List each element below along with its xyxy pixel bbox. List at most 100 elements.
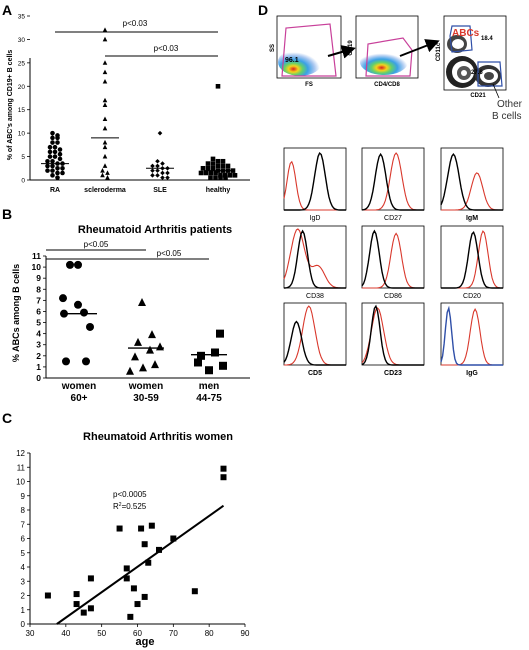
- histogram-black-curve: [361, 152, 424, 211]
- histogram-frame: [361, 225, 425, 289]
- panel-a-point: [102, 102, 108, 107]
- panel-b-sig1-label: p<0.05: [84, 240, 109, 249]
- histogram-label: IgD: [310, 215, 321, 222]
- panel-c-point: [44, 592, 51, 599]
- panel-b-ytick-label: 2: [36, 351, 41, 361]
- panel-a-point: [160, 161, 165, 166]
- panel-a-point: [105, 175, 110, 180]
- panel-b-point: [197, 351, 205, 360]
- panel-a-point: [215, 163, 221, 169]
- panel-c-point: [138, 525, 145, 532]
- panel-c-point: [73, 591, 80, 598]
- panel-a-point: [210, 165, 216, 171]
- panel-c-r2: R2=0.525: [113, 502, 147, 511]
- panel-a-point: [150, 163, 155, 169]
- panel-b-ylabel: % ABCs among B cells: [11, 264, 21, 362]
- panel-a-point: [52, 154, 58, 159]
- histogram-label: CD86: [384, 293, 402, 300]
- panel-c-point: [73, 601, 80, 608]
- panel-c-xtick-label: 30: [26, 629, 35, 638]
- panel-b-point: [211, 348, 219, 357]
- panel-a-ytick-label: 0: [21, 178, 25, 185]
- panel-a-point: [205, 161, 211, 166]
- panel-a-point: [102, 144, 108, 150]
- panel-a-point: [155, 173, 160, 178]
- panel-a-point: [102, 153, 108, 159]
- panel-b-ytick-label: 4: [36, 329, 41, 339]
- panel-c-point: [141, 593, 148, 600]
- panel-a-point: [45, 163, 50, 169]
- panel-letter-d: D: [258, 2, 269, 18]
- flow-plot-3-yaxis: CD11c: [436, 42, 442, 61]
- panel-a-point: [200, 165, 206, 171]
- panel-a-point: [232, 173, 238, 178]
- panel-c-ytick-label: 6: [21, 535, 26, 544]
- flow-plot-1-gate-value: 96.1: [285, 57, 299, 64]
- panel-b-ytick-label: 11: [32, 251, 41, 261]
- flow-other-label-2: B cells: [492, 111, 521, 122]
- panel-b-ytick-label: 8: [36, 284, 41, 294]
- panel-c-xtick-label: 90: [241, 629, 250, 638]
- panel-c-point: [87, 575, 94, 582]
- panel-a-point: [55, 140, 60, 145]
- panel-a-point: [45, 168, 50, 173]
- panel-a-sig1-label: p<0.03: [123, 19, 148, 28]
- panel-a-point: [102, 97, 108, 103]
- panel-a-point: [208, 170, 214, 176]
- panel-a-point: [227, 173, 233, 178]
- histogram-black-curve: [283, 229, 346, 289]
- panel-b-point: [216, 329, 224, 338]
- panel-a-point: [50, 163, 55, 169]
- flow-other-label-1: Other: [497, 99, 523, 110]
- panel-a-ytick-label: 10: [18, 131, 26, 138]
- histogram-black-curve: [361, 304, 424, 366]
- panel-a-ytick-label: 35: [18, 14, 26, 21]
- panel-a-point: [55, 165, 60, 171]
- panel-c-ytick-label: 11: [17, 463, 26, 472]
- histogram-label: IgM: [466, 215, 478, 222]
- panel-b-point: [126, 366, 134, 375]
- panel-a-ytick-label: 15: [18, 107, 26, 114]
- panel-a-point: [57, 151, 63, 157]
- panel-c-ytick-label: 10: [16, 478, 25, 487]
- flow-plot-3-xaxis: CD21: [470, 93, 486, 99]
- panel-a-point: [45, 158, 50, 164]
- panel-a-point: [102, 36, 108, 42]
- panel-a-point: [57, 156, 63, 162]
- panel-c-point: [148, 522, 155, 529]
- panel-a-point: [55, 175, 60, 180]
- panel-a-point: [150, 168, 155, 173]
- panel-b-point: [134, 337, 142, 346]
- flow-other-pct: 27.6: [471, 70, 483, 76]
- panel-b-ytick-label: 3: [36, 340, 41, 350]
- panel-b-point: [205, 366, 213, 375]
- histogram-black-curve: [441, 231, 503, 289]
- flow-plot-1-yaxis: SS: [270, 44, 276, 52]
- panel-c-ytick-label: 5: [21, 549, 26, 558]
- panel-a-point: [210, 156, 216, 162]
- panel-a-point: [50, 173, 55, 178]
- flow-plot-2-density: [360, 49, 408, 75]
- panel-c-point: [123, 575, 130, 582]
- panel-b-group3-line2: 44-75: [196, 393, 222, 404]
- histogram-black-curve: [440, 305, 503, 366]
- panel-a-point: [55, 170, 60, 176]
- panel-b-point: [151, 360, 159, 369]
- panel-b-title: Rheumatoid Arthritis patients: [78, 224, 232, 236]
- flow-abc-pct: 18.4: [481, 36, 493, 42]
- histogram-label: CD27: [384, 215, 402, 222]
- panel-c-point: [87, 605, 94, 612]
- panel-a-point: [160, 175, 165, 180]
- panel-b-group2-line2: 30-59: [133, 393, 159, 404]
- panel-a-point: [218, 175, 223, 180]
- panel-c-r2-sup: 2: [119, 502, 122, 508]
- flow-plot-2-yaxis: CD19: [348, 40, 354, 56]
- panel-a-point: [102, 139, 108, 145]
- histogram-label: IgG: [466, 370, 478, 377]
- flow-plot-1-xaxis: FS: [305, 82, 313, 88]
- flow-arrow-1: [327, 45, 356, 59]
- flow-arrow-2: [399, 39, 440, 57]
- histogram-black-curve: [440, 153, 503, 211]
